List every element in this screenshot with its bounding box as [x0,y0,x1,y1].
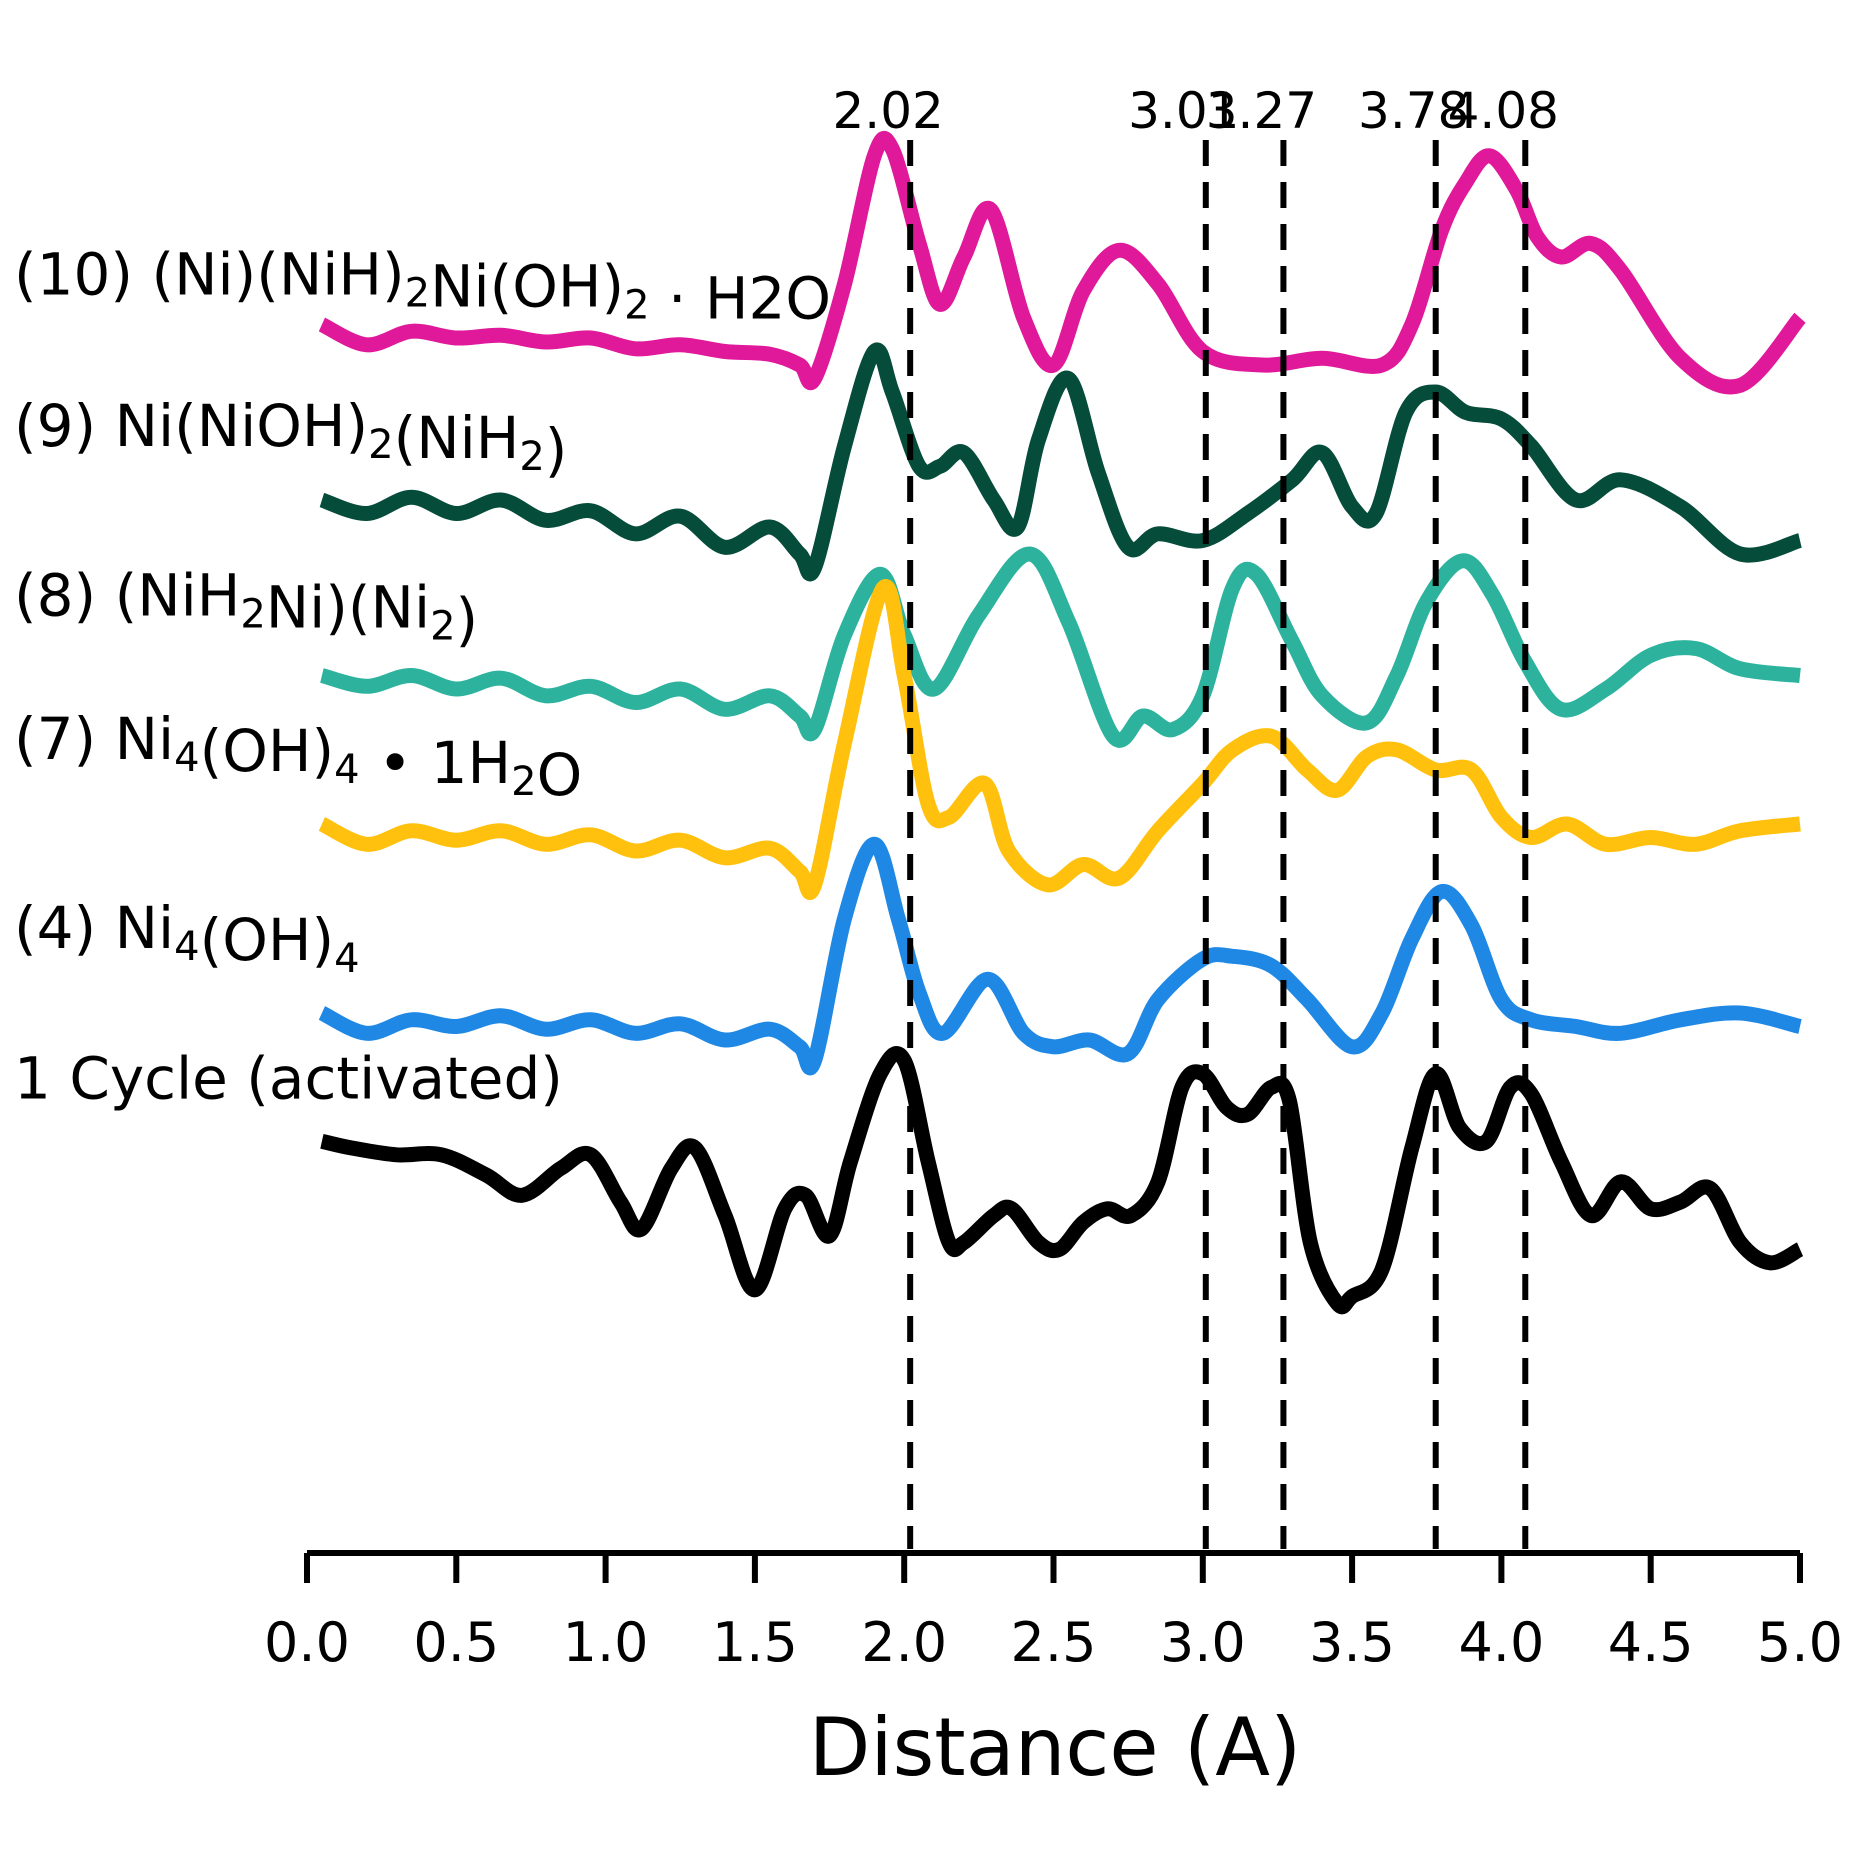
series-label-1: (10) (Ni)(NiH)2Ni(OH)2 · H2O [14,241,831,333]
reference-label-4.08: 4.08 [1448,82,1559,140]
x-tick-label: 4.5 [1608,1611,1694,1674]
reference-label-3.27: 3.27 [1206,82,1317,140]
series-line-4 [318,578,1801,901]
reference-label-2.02: 2.02 [833,82,944,140]
reference-label-3.01: 3.01 [1128,82,1239,140]
series-label-4: (7) Ni4(OH)4 • 1H2O [14,705,582,809]
x-tick-label: 3.5 [1309,1611,1395,1674]
x-tick-label: 2.5 [1011,1611,1097,1674]
series-label-6: 1 Cycle (activated) [14,1044,563,1112]
series-line-3 [319,546,1801,748]
series-line-2 [319,342,1803,582]
x-tick-label: 0.0 [264,1611,350,1674]
series-line-5 [318,836,1802,1076]
x-tick-label: 5.0 [1757,1611,1843,1674]
x-tick-label: 1.0 [563,1611,649,1674]
x-tick-label: 2.0 [861,1611,947,1674]
x-axis-title: Distance (A) [809,1701,1301,1794]
trace-layer [318,130,1806,1315]
series-label-layer: (10) (Ni)(NiH)2Ni(OH)2 · H2O (9) Ni(NiOH)… [14,241,831,1113]
reference-label-3.78: 3.78 [1358,82,1469,140]
series-label-3: (8) (NiH2Ni)(Ni2) [14,562,478,654]
series-line-1 [318,130,1806,395]
x-tick-label: 4.0 [1458,1611,1544,1674]
series-label-2: (9) Ni(NiOH)2(NiH2) [14,392,567,484]
x-axis: 0.0 0.5 1.0 1.5 2.0 2.5 3.0 3.5 4.0 4.5 5.0 [264,1550,1843,1674]
x-tick-label: 1.5 [712,1611,798,1674]
series-label-5: (4) Ni4(OH)4 [14,894,360,982]
x-tick-label: 3.0 [1160,1611,1246,1674]
reference-line-layer: 2.02 3.013.27 3.784.08 [833,82,1559,1549]
x-tick-label: 0.5 [413,1611,499,1674]
